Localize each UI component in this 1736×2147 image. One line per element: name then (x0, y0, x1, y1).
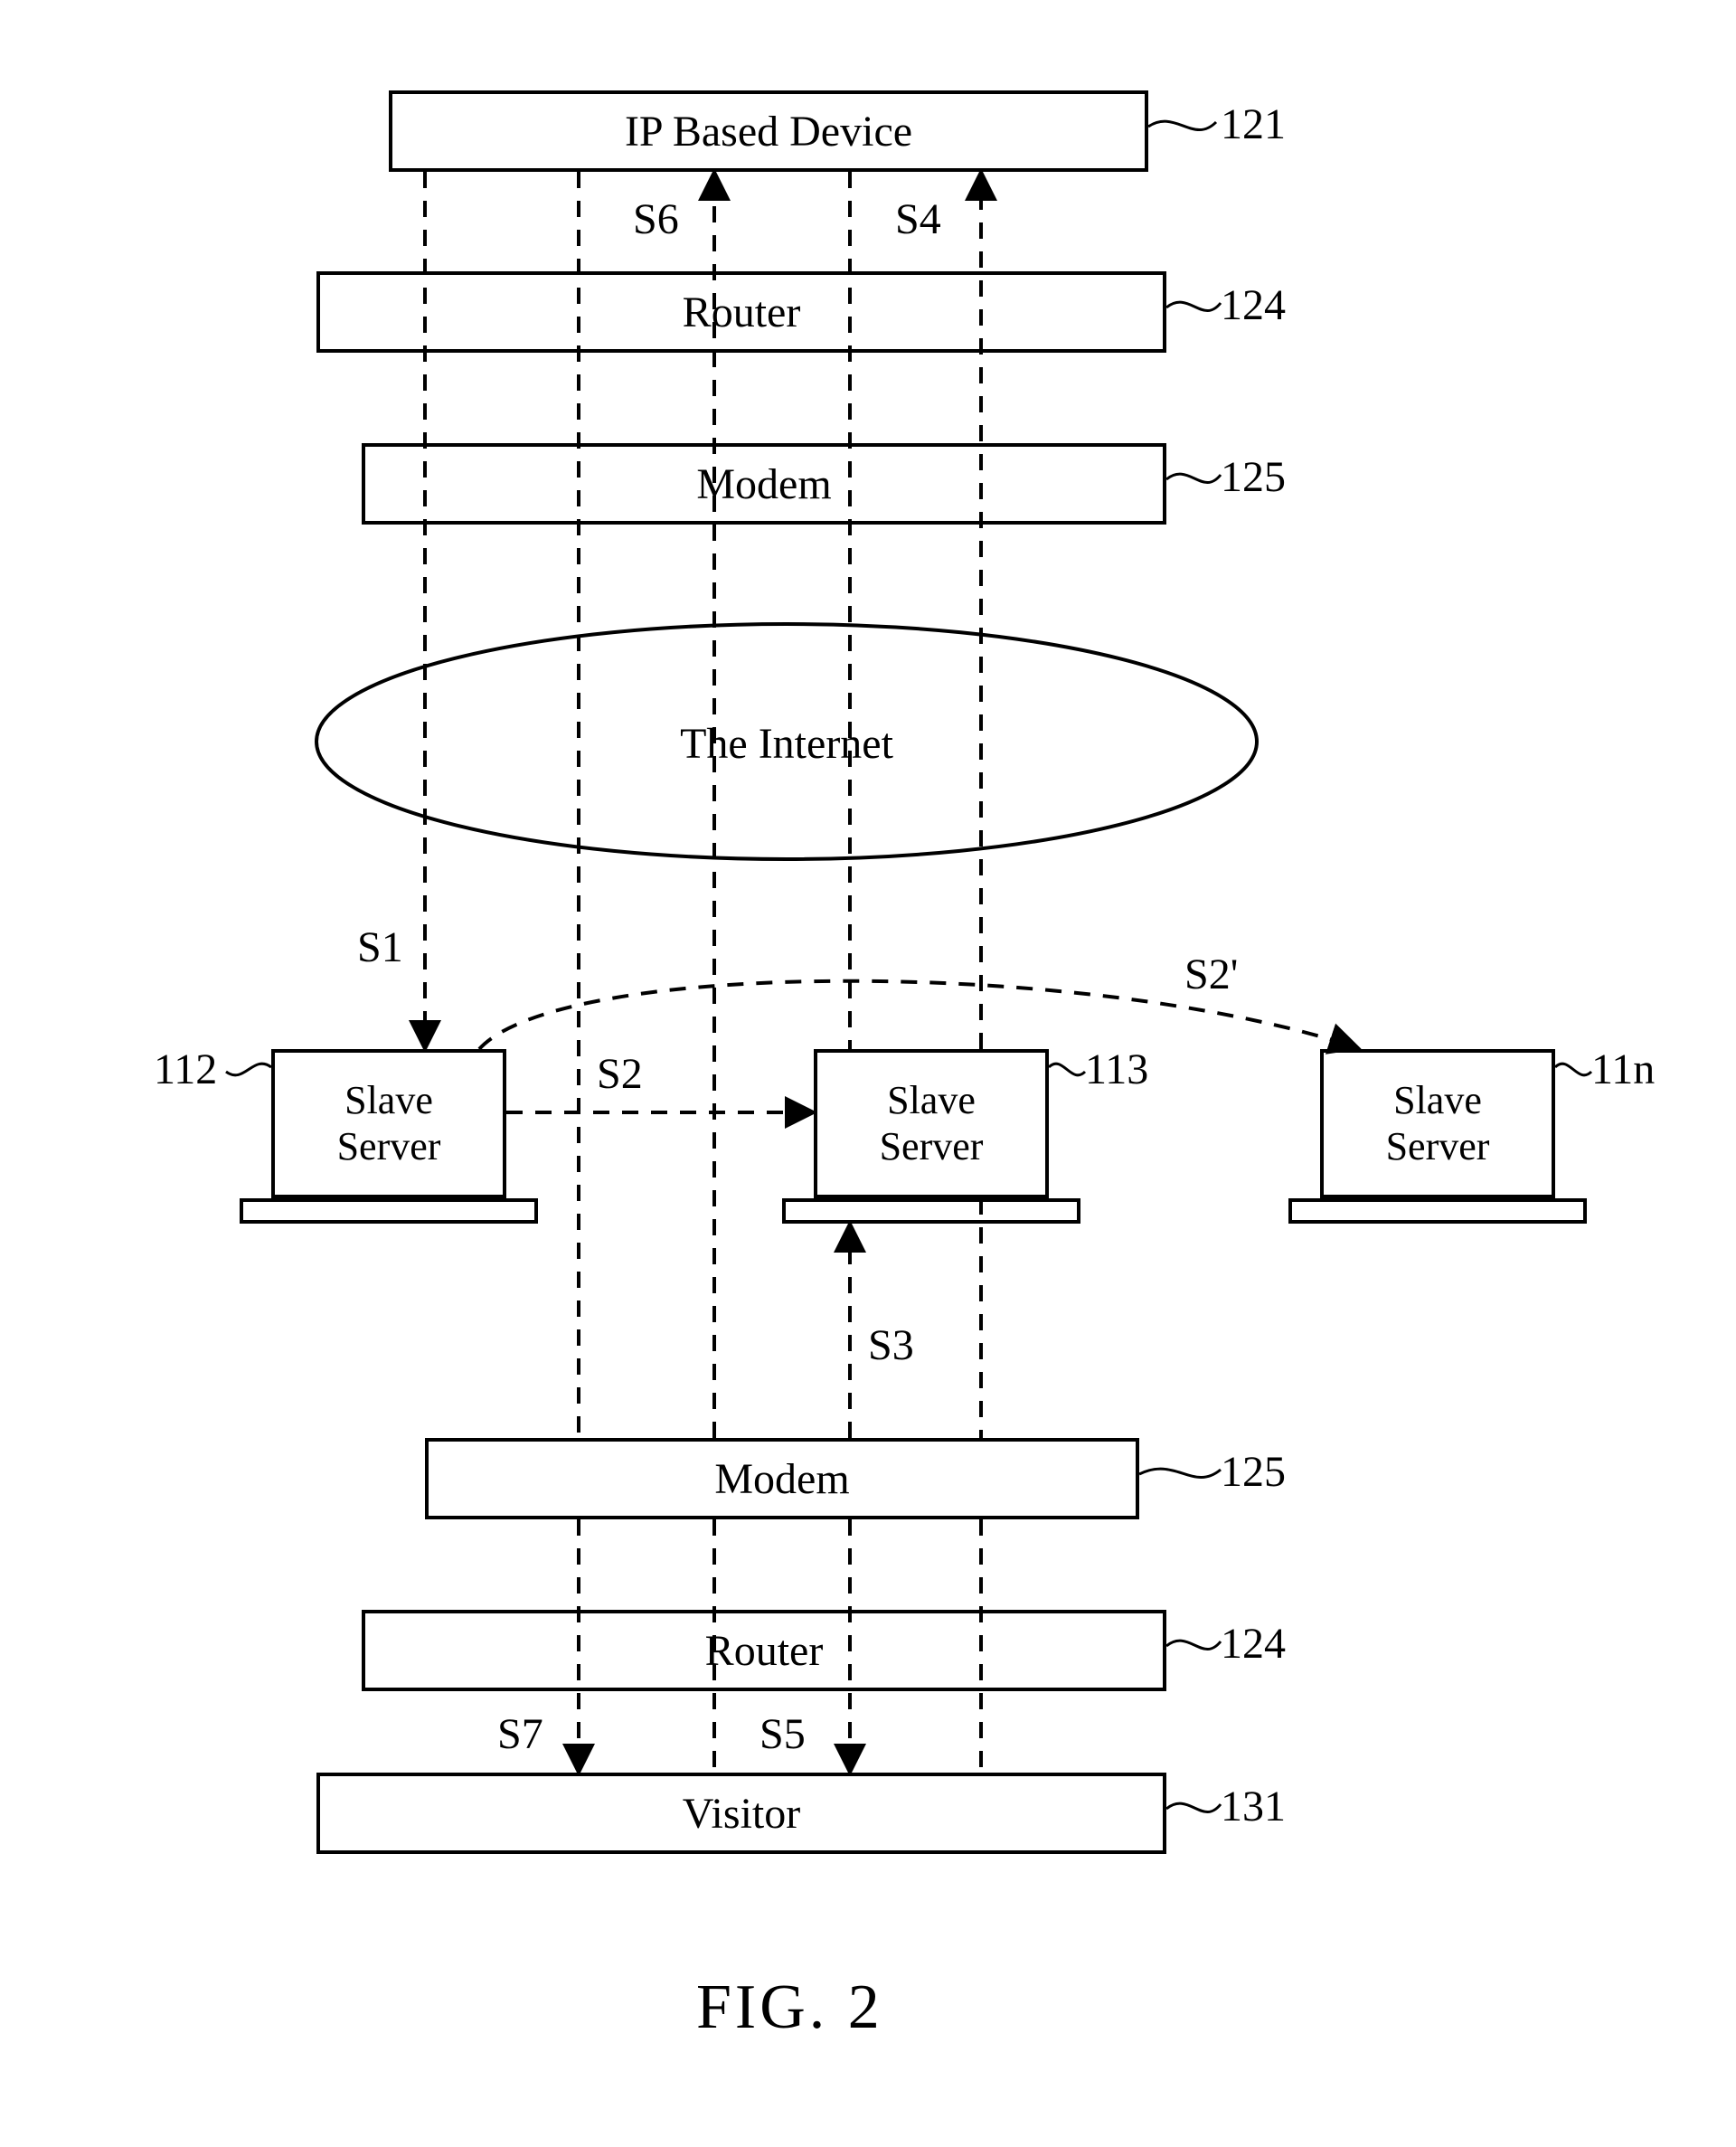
leader-131 (1166, 1803, 1221, 1811)
ref-124-top: 124 (1221, 280, 1286, 330)
leader-124t (1166, 302, 1221, 310)
signal-s1: S1 (357, 922, 403, 972)
internet-label: The Internet (680, 720, 894, 768)
signal-s7: S7 (497, 1709, 543, 1759)
ref-121: 121 (1221, 99, 1286, 149)
ref-131: 131 (1221, 1782, 1286, 1831)
signal-s6: S6 (633, 194, 679, 244)
signal-s2: S2 (597, 1049, 643, 1099)
figure-title: FIG. 2 (696, 1972, 883, 2044)
signal-s5: S5 (760, 1709, 806, 1759)
signal-s2p: S2' (1184, 950, 1238, 999)
ref-113: 113 (1085, 1045, 1148, 1094)
leader-113 (1049, 1064, 1085, 1075)
signal-s4: S4 (895, 194, 941, 244)
ref-124-bot: 124 (1221, 1619, 1286, 1669)
ref-125-top: 125 (1221, 452, 1286, 502)
leader-121 (1148, 121, 1216, 129)
svg-layer: The Internet (0, 0, 1736, 2147)
signal-s3: S3 (868, 1320, 914, 1370)
ref-112: 112 (154, 1045, 217, 1094)
ref-11n: 11n (1591, 1045, 1655, 1094)
diagram-canvas: IP Based Device Router Modem Modem Route… (0, 0, 1736, 2147)
leader-112 (226, 1064, 271, 1075)
leader-125t (1166, 474, 1221, 482)
leader-11n (1555, 1064, 1591, 1075)
ref-125-bot: 125 (1221, 1447, 1286, 1497)
leader-124b (1166, 1641, 1221, 1649)
leader-125b (1139, 1469, 1221, 1477)
